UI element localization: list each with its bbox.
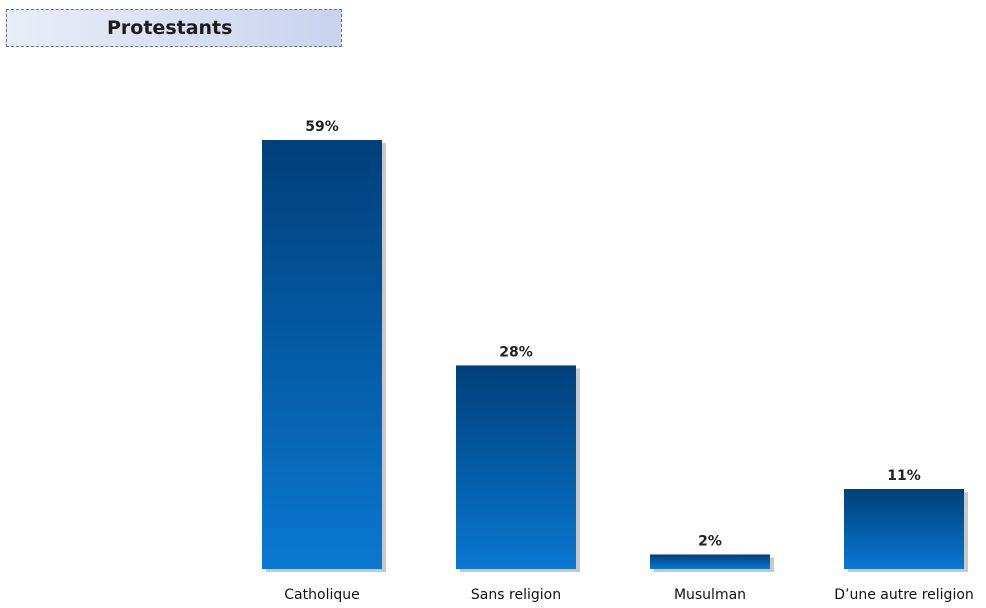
chart-title-box: Protestants — [6, 9, 342, 47]
bars-group — [262, 140, 968, 572]
chart-title: Protestants — [107, 17, 233, 39]
value-label: 59% — [305, 119, 339, 135]
category-label: Sans religion — [471, 587, 561, 603]
bar-0 — [262, 140, 382, 569]
value-label: 2% — [698, 533, 722, 549]
category-label: Musulman — [674, 587, 746, 603]
labels-group: 59% Catholique 28% Sans religion 2% Musulman 1… — [284, 119, 974, 603]
bar-3 — [844, 489, 964, 569]
bar-2 — [650, 554, 770, 569]
category-label: D’une autre religion — [834, 587, 974, 603]
bar-1 — [456, 365, 576, 569]
category-label: Catholique — [284, 587, 359, 603]
value-label: 28% — [499, 344, 533, 360]
value-label: 11% — [887, 468, 921, 484]
